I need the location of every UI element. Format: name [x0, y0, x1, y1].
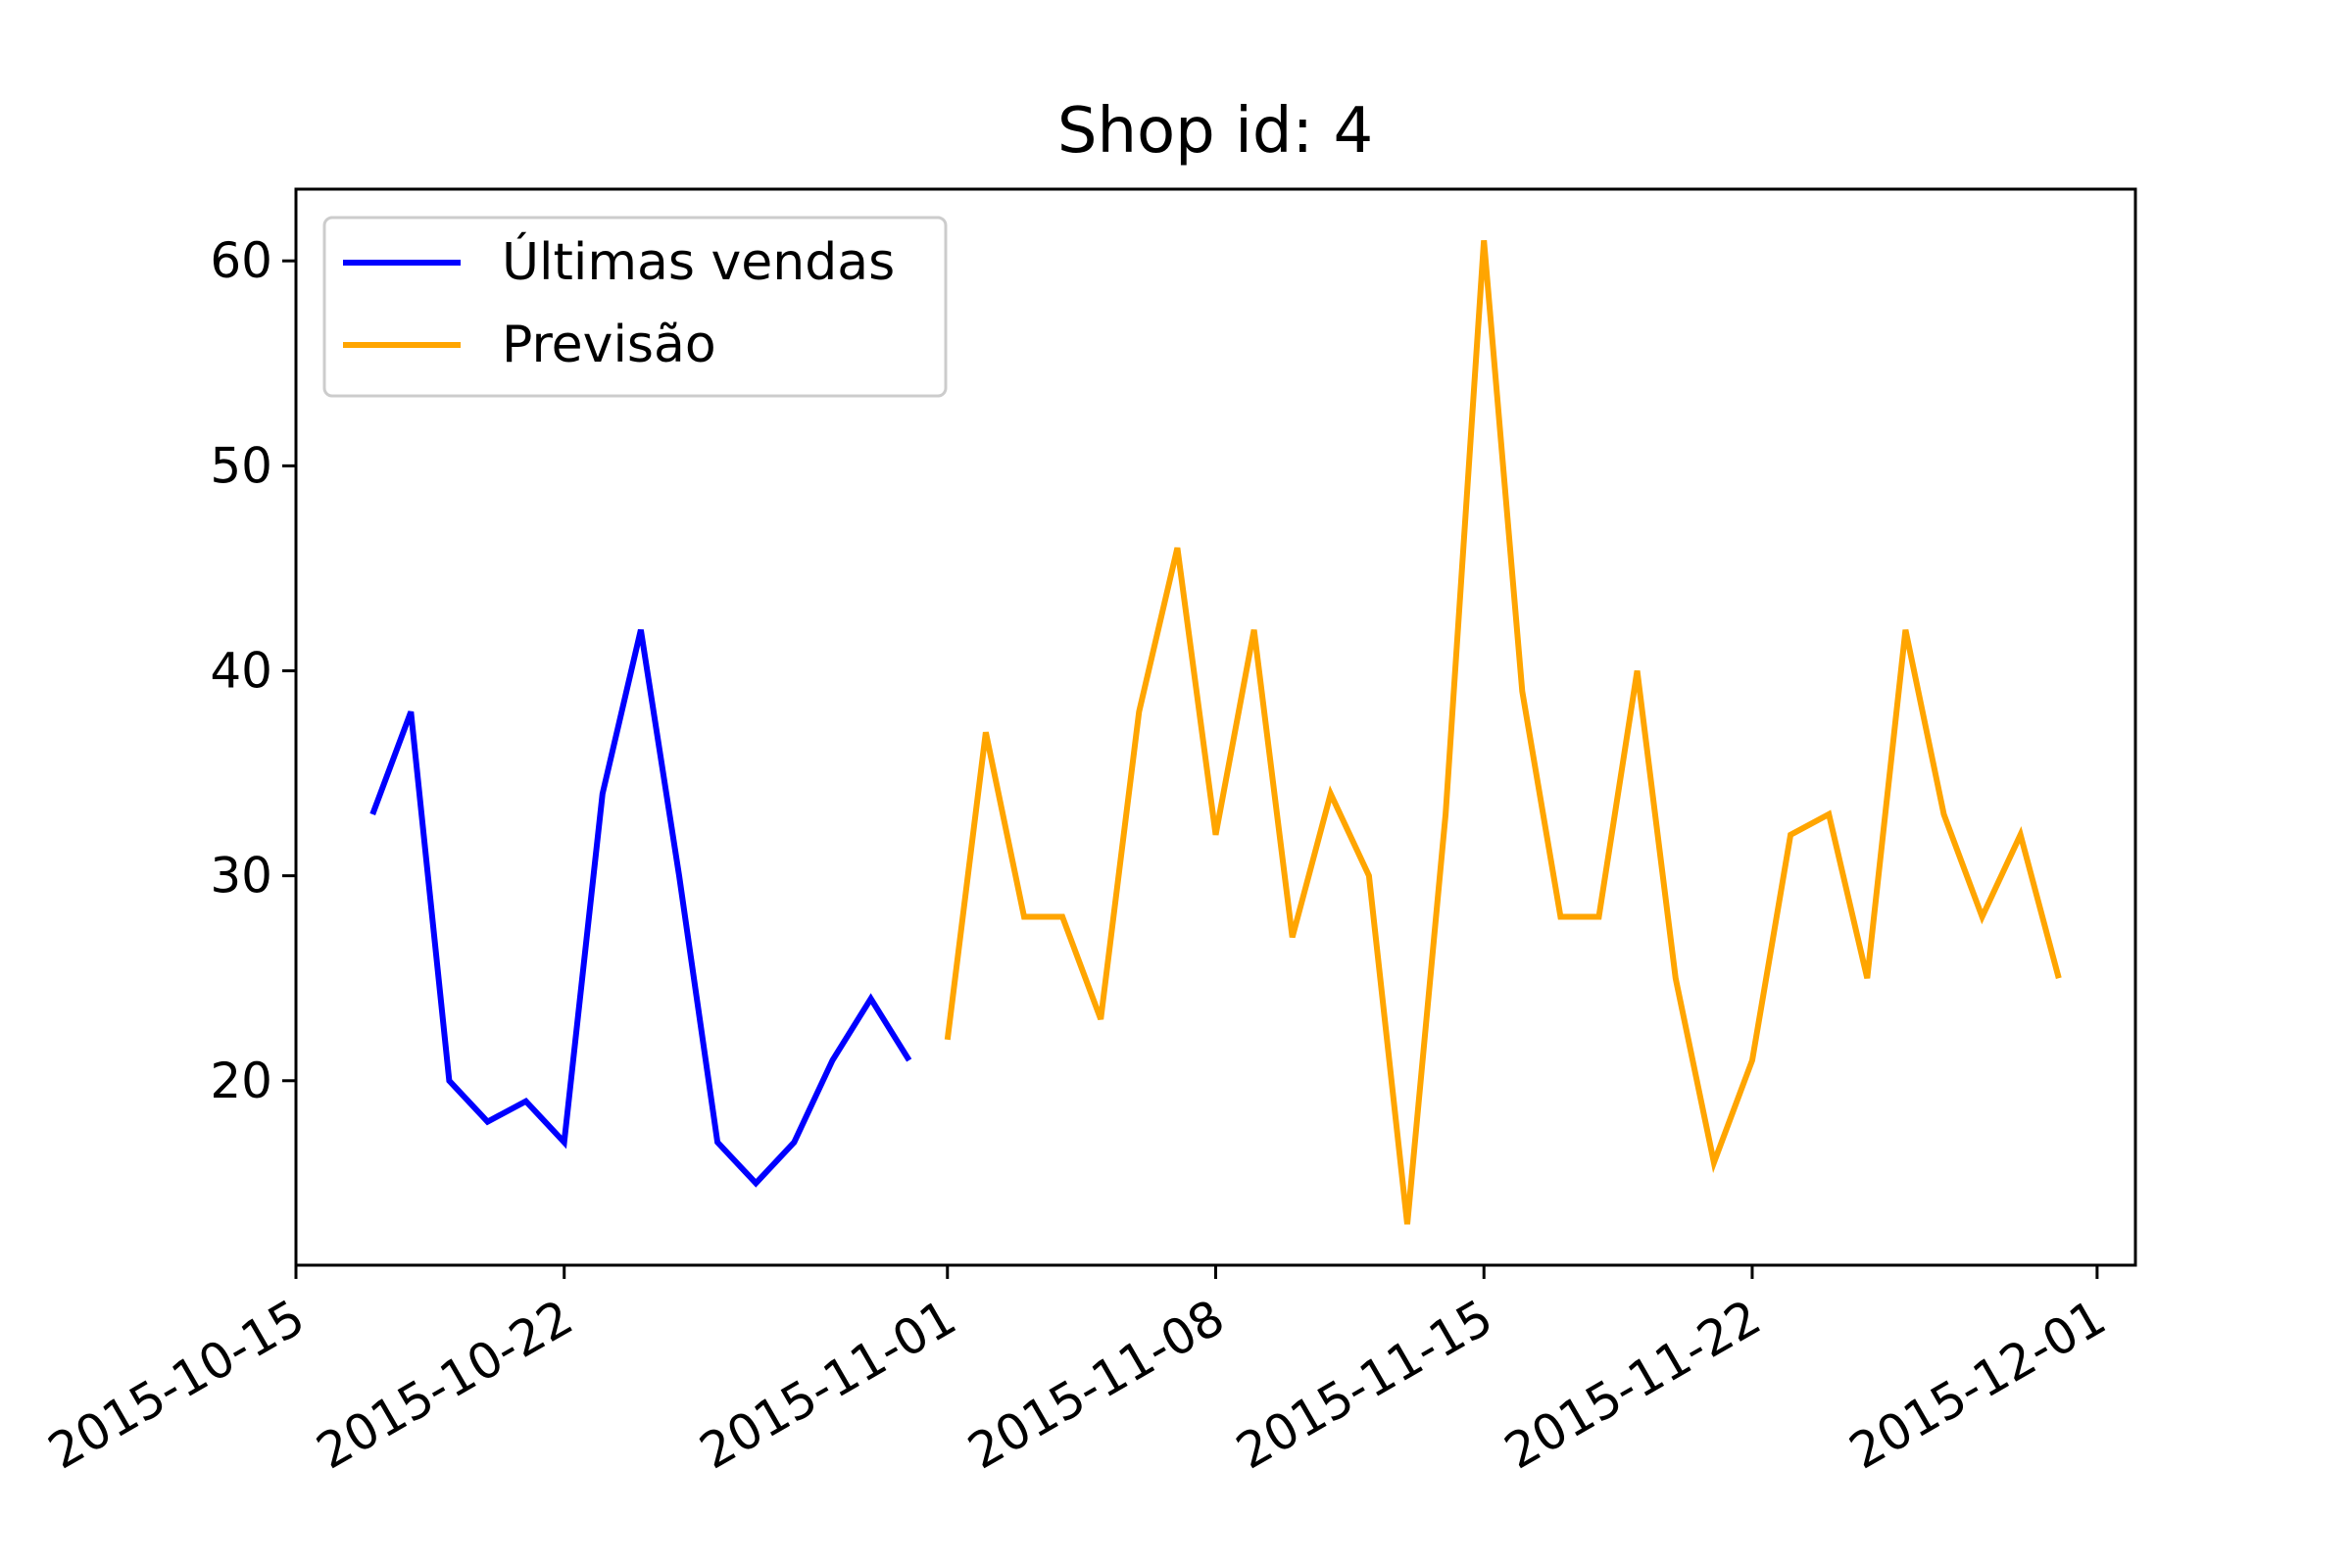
legend-label-1: Previsão — [502, 316, 716, 374]
y-tick-label: 40 — [210, 642, 272, 699]
y-tick-label: 50 — [210, 437, 272, 494]
legend: Últimas vendas Previsão — [322, 216, 948, 398]
legend-label-0: Últimas vendas — [502, 231, 895, 292]
y-axis: 20 30 40 50 60 — [210, 232, 296, 1109]
chart-title: Shop id: 4 — [1057, 95, 1373, 168]
series-layer — [369, 240, 2062, 1225]
y-tick-label: 30 — [210, 848, 272, 905]
y-tick-label: 60 — [210, 232, 272, 289]
legend-box — [322, 216, 948, 398]
y-tick-label: 20 — [210, 1053, 272, 1109]
series-line-1 — [944, 240, 2062, 1225]
series-line-0 — [369, 629, 912, 1188]
